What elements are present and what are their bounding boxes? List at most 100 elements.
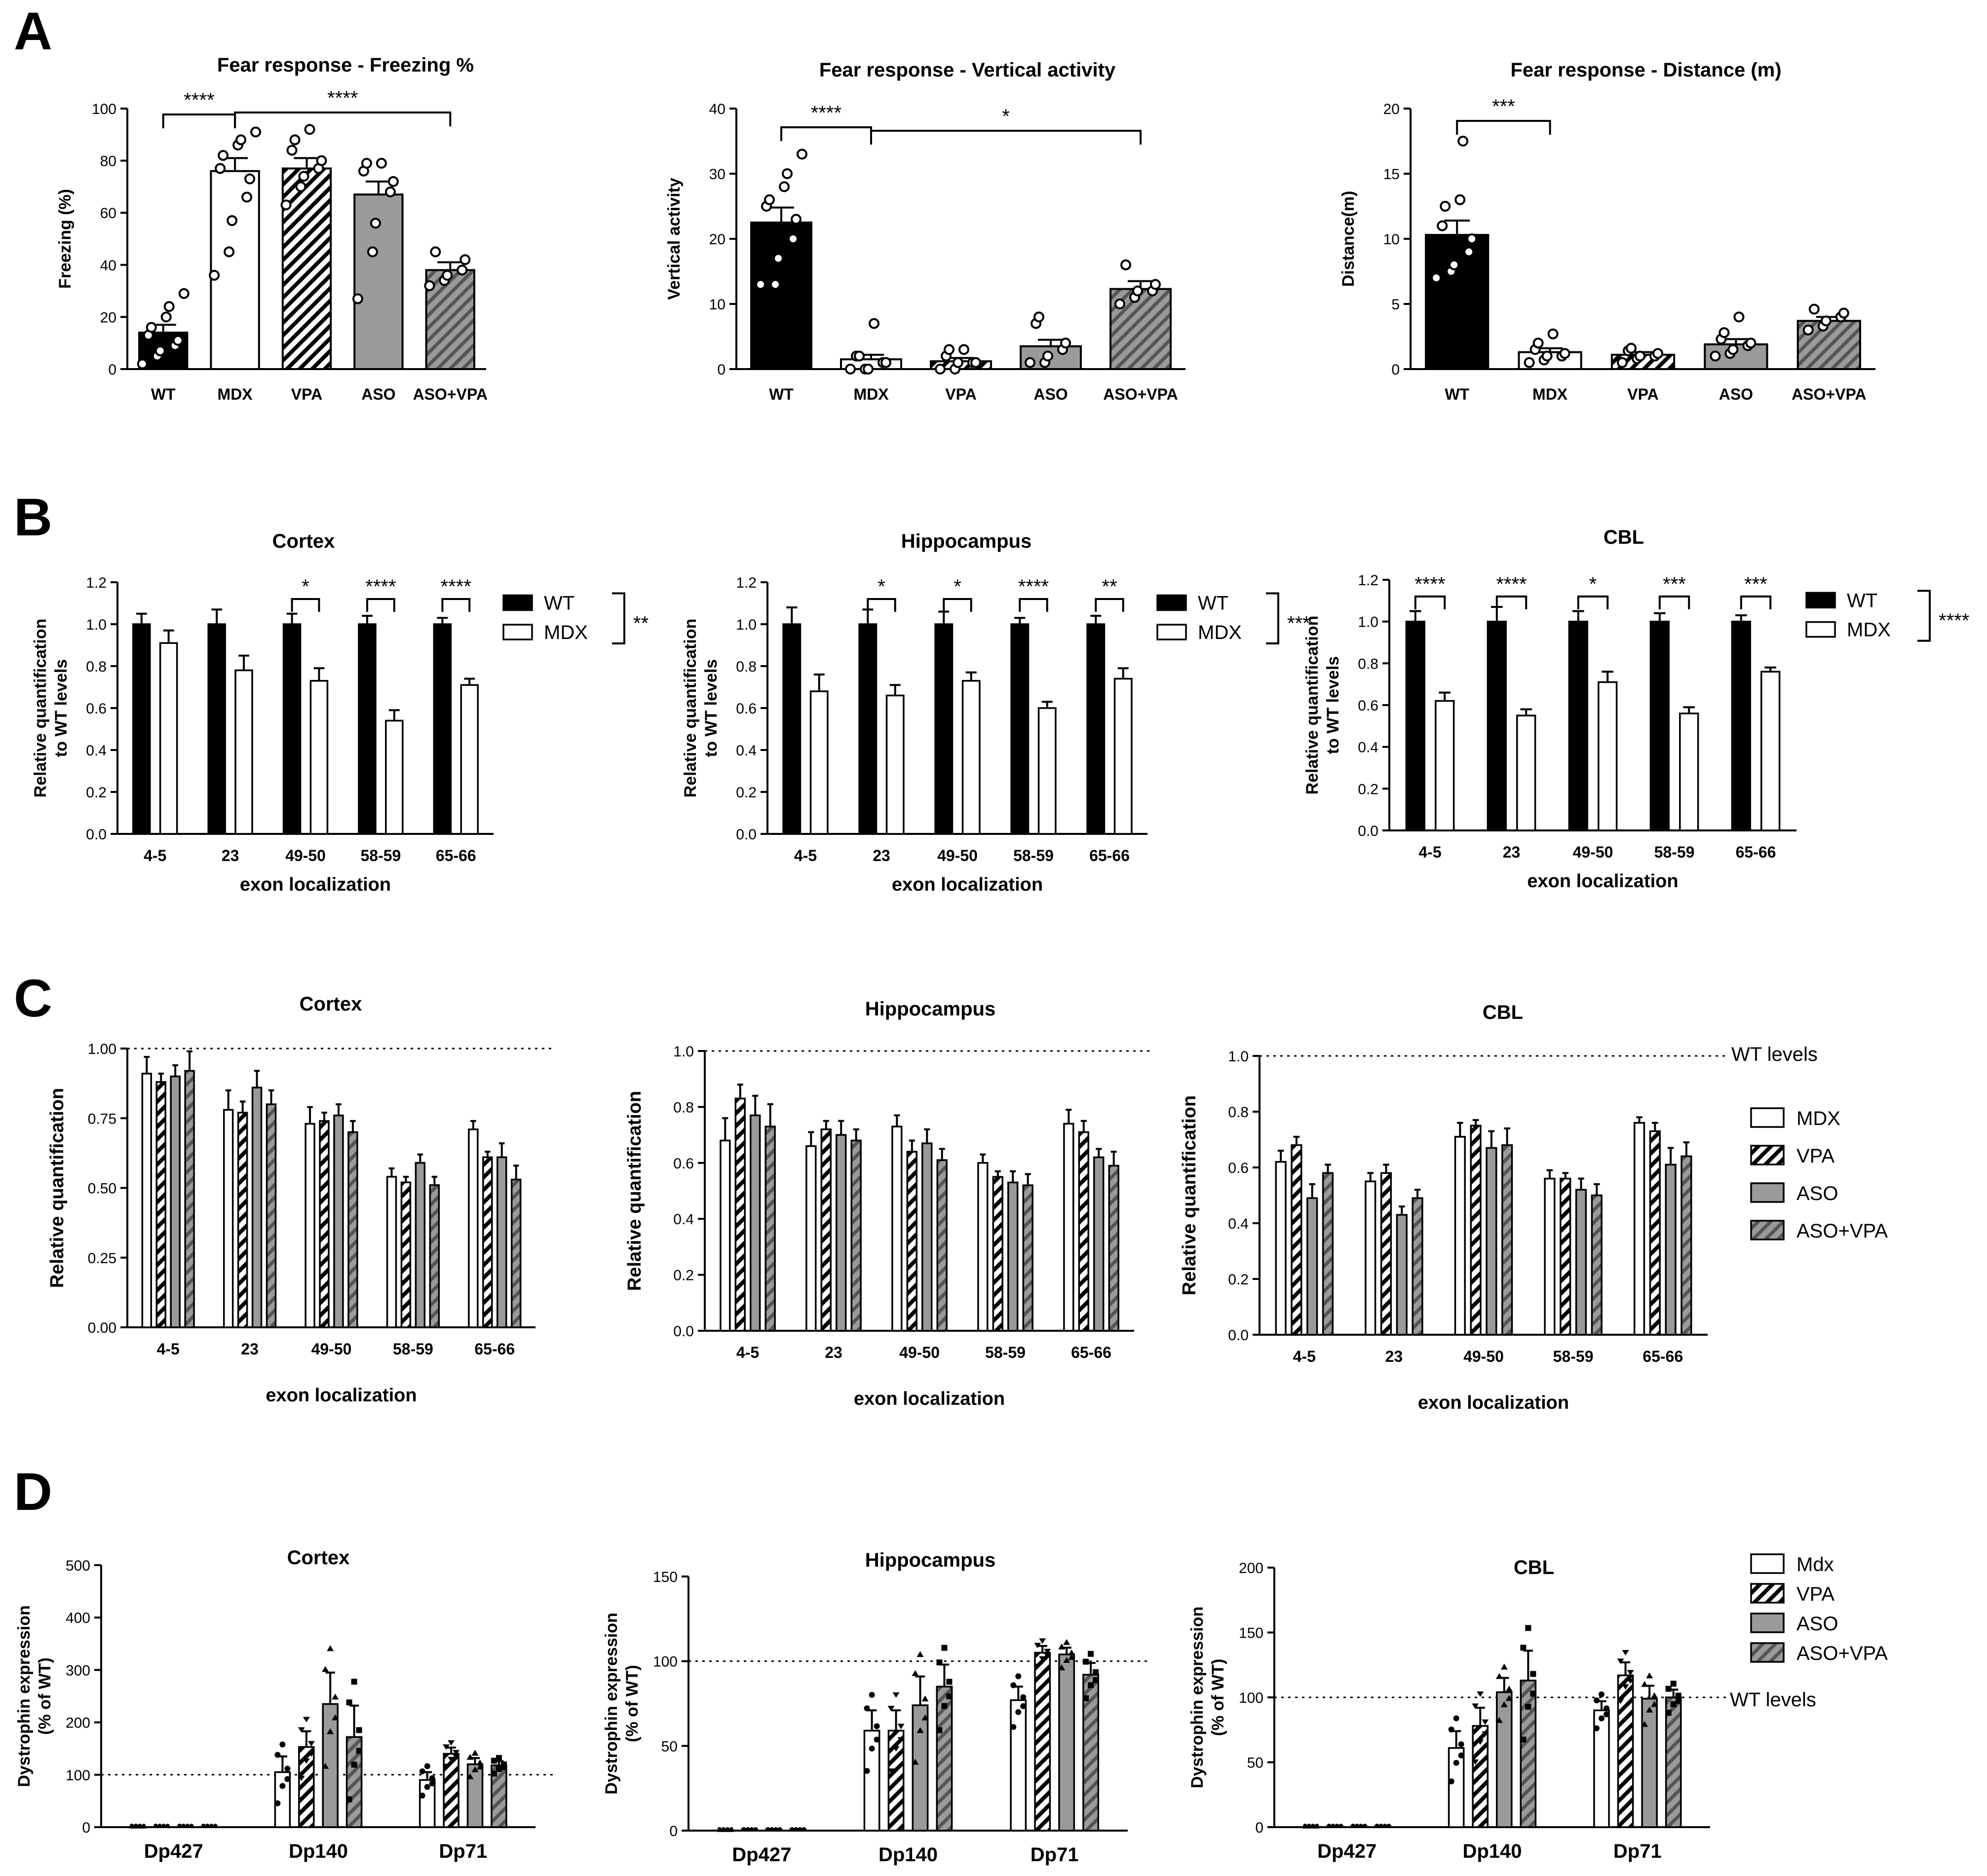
- bar: [1306, 1197, 1318, 1336]
- data-point: [1431, 272, 1442, 284]
- y-tick-label: 0.0: [736, 826, 757, 843]
- bar: [159, 642, 178, 835]
- data-point: [1448, 1778, 1454, 1785]
- bar: [977, 1162, 989, 1332]
- bar: [1448, 1747, 1465, 1828]
- significance-bracket: [1456, 120, 1551, 135]
- data-point: [356, 1748, 362, 1754]
- y-tick-label: 100: [66, 1767, 90, 1784]
- legend-swatch: [1750, 1553, 1785, 1574]
- data-point: [1132, 285, 1143, 297]
- bar: [1760, 671, 1781, 831]
- bar: [750, 1114, 761, 1332]
- y-tick-label: 0.75: [88, 1111, 116, 1127]
- data-point: [773, 253, 784, 264]
- panel-label-a: A: [14, 1, 52, 61]
- y-tick-label: 0.2: [736, 785, 757, 801]
- y-tick-label: 0: [717, 362, 726, 378]
- data-point: [1351, 1824, 1355, 1828]
- data-point: [1068, 1649, 1075, 1655]
- y-tick-label: 300: [66, 1662, 90, 1679]
- y-tick-label: 0.00: [88, 1320, 116, 1336]
- bar: [282, 623, 302, 835]
- data-point: [1530, 1690, 1536, 1697]
- significance-bracket: [291, 598, 320, 612]
- chart-title: Cortex: [287, 1547, 350, 1569]
- data-point: [1745, 338, 1757, 349]
- x-tick-label: Dp71: [1613, 1840, 1662, 1862]
- legend-swatch: [1805, 621, 1836, 638]
- bar: [510, 1178, 522, 1328]
- bar: [858, 623, 878, 835]
- y-tick-label: 40: [709, 101, 726, 117]
- legend-label: WT: [544, 593, 574, 614]
- data-point: [1622, 1684, 1629, 1690]
- data-point: [1500, 1663, 1508, 1670]
- data-point: [1058, 1643, 1066, 1650]
- bar: [1495, 1691, 1513, 1828]
- bar: [1731, 620, 1751, 831]
- data-point: [854, 350, 865, 362]
- legend-ref-label: WT levels: [1730, 1689, 1816, 1711]
- data-point: [946, 1693, 953, 1699]
- data-point: [1641, 1681, 1648, 1687]
- y-tick-label: 100: [1239, 1690, 1263, 1706]
- bar: [936, 1686, 953, 1832]
- legend-swatch: [1750, 1220, 1785, 1240]
- x-axis-label: exon localization: [1418, 1392, 1569, 1413]
- bar: [1568, 620, 1588, 831]
- data-point: [1120, 259, 1131, 270]
- legend-swatch: [1750, 1613, 1785, 1633]
- data-point: [1727, 344, 1739, 355]
- bar: [1679, 713, 1699, 831]
- y-tick-label: 1.2: [86, 575, 107, 591]
- y-axis-label-line: to WT levels: [1324, 656, 1342, 754]
- chart-title: Hippocampus: [865, 1549, 995, 1571]
- legends-layer: WT levels MDX VPA ASO ASO+VPA Mdx VPA ASO ASO+VP…: [1730, 1044, 1888, 1711]
- data-point: [429, 1775, 435, 1781]
- y-axis-label: Relative quantification: [47, 1088, 68, 1288]
- data-point: [279, 1783, 286, 1789]
- data-point: [351, 1762, 357, 1768]
- data-point: [864, 1705, 870, 1712]
- bar: [468, 1128, 479, 1328]
- bar: [1037, 707, 1057, 835]
- bar: [1063, 1123, 1074, 1332]
- y-tick-label: 0.8: [1228, 1104, 1249, 1121]
- data-point: [779, 181, 790, 192]
- significance-bracket: [162, 113, 236, 128]
- y-axis-label: Dystrophin expression (% of WT): [15, 1605, 54, 1787]
- x-tick-label: 23: [873, 847, 890, 864]
- data-point: [1675, 1697, 1681, 1704]
- data-point: [1505, 1695, 1513, 1701]
- bar: [820, 1128, 832, 1332]
- data-point: [471, 1750, 479, 1756]
- data-point: [802, 1827, 806, 1831]
- data-point: [794, 1827, 798, 1831]
- bar: [1058, 1653, 1075, 1832]
- data-point: [1477, 1691, 1484, 1697]
- bar: [1641, 1697, 1658, 1828]
- y-tick-label: 20: [1383, 101, 1400, 117]
- data-point: [443, 1763, 450, 1769]
- bar: [1113, 677, 1133, 835]
- data-point: [181, 1824, 186, 1828]
- data-point: [887, 1768, 895, 1774]
- data-point: [457, 264, 468, 276]
- legend-swatch: [1156, 594, 1187, 611]
- data-point: [1327, 1824, 1331, 1828]
- x-tick-label: ASO+VPA: [413, 385, 488, 403]
- y-axis-label: Dystrophin expression (% of WT): [602, 1613, 642, 1794]
- x-tick-label: 58-59: [1013, 847, 1054, 864]
- data-point: [1063, 1639, 1070, 1645]
- x-tick-label: 23: [825, 1344, 842, 1361]
- y-axis-label-line: (% of WT): [623, 1665, 642, 1742]
- data-point: [1482, 1731, 1489, 1737]
- data-point: [874, 1736, 880, 1743]
- data-point: [897, 1737, 905, 1743]
- data-point: [777, 1827, 782, 1831]
- data-point: [770, 279, 781, 290]
- bar: [734, 1097, 746, 1332]
- data-point: [1670, 1701, 1677, 1707]
- data-point: [367, 246, 378, 258]
